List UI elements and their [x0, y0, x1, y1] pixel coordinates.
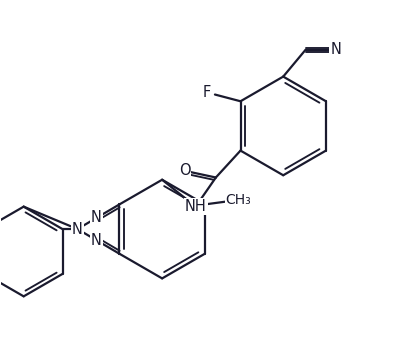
Text: N: N: [72, 222, 83, 236]
Text: N: N: [330, 42, 341, 57]
Text: N: N: [91, 211, 102, 225]
Text: CH₃: CH₃: [226, 193, 252, 207]
Text: N: N: [91, 233, 102, 248]
Text: F: F: [203, 85, 211, 100]
Text: O: O: [179, 163, 190, 178]
Text: NH: NH: [185, 199, 207, 214]
